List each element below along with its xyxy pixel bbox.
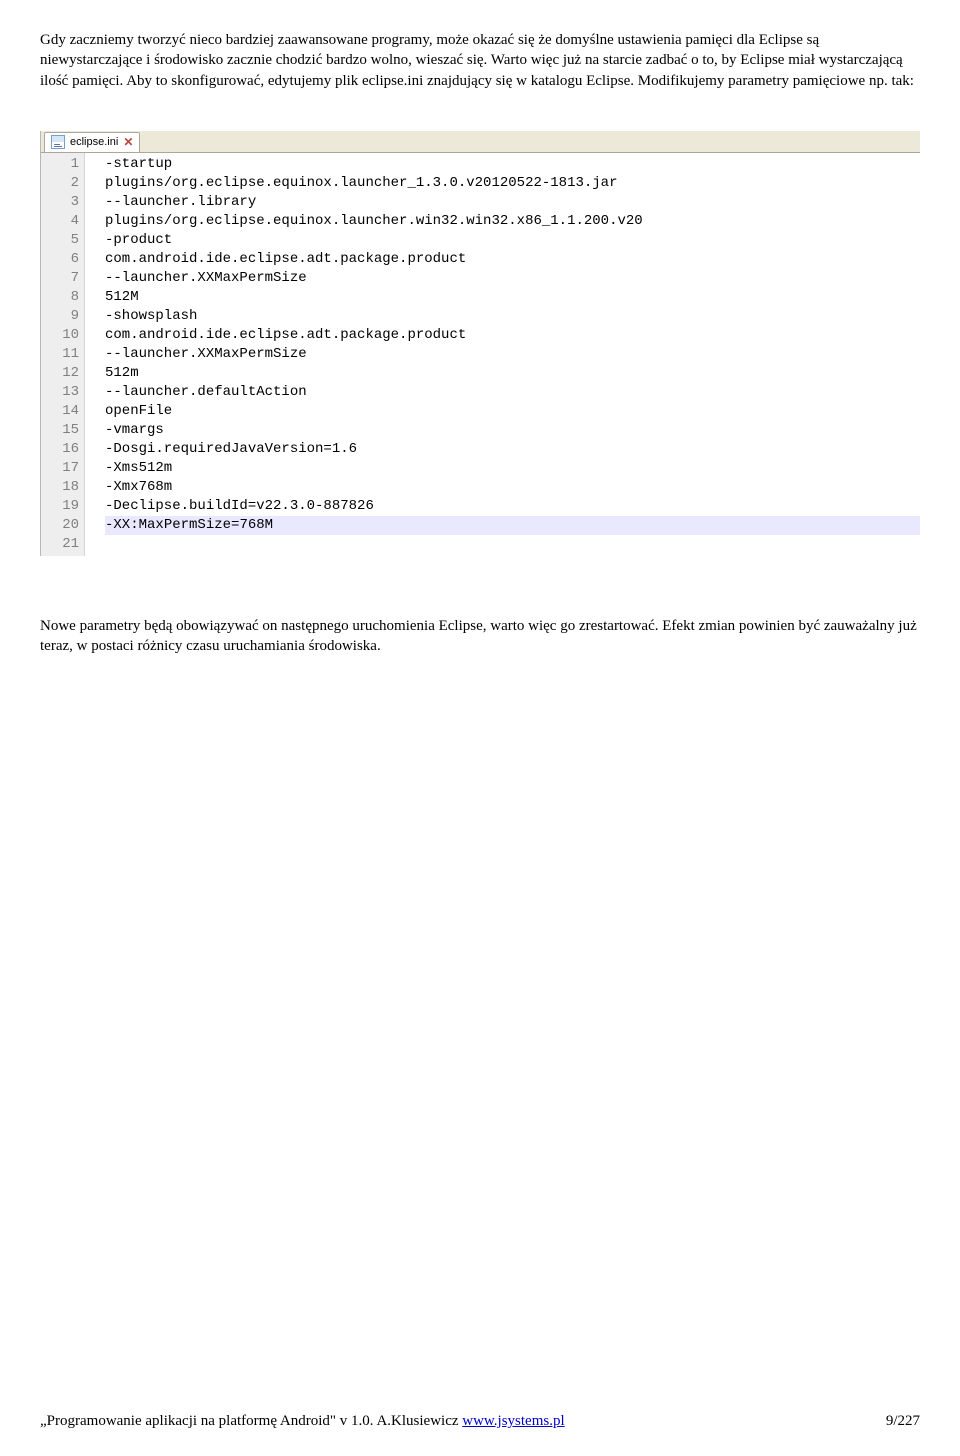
code-line: --launcher.XXMaxPermSize (105, 345, 920, 364)
code-line: 512m (105, 364, 920, 383)
page-number: 9/227 (886, 1413, 920, 1430)
editor-area: 123456789101112131415161718192021 -start… (41, 153, 920, 556)
code-line: --launcher.defaultAction (105, 383, 920, 402)
code-content[interactable]: -startupplugins/org.eclipse.equinox.laun… (85, 153, 920, 556)
code-line (105, 535, 920, 554)
footer-text: „Programowanie aplikacji na platformę An… (40, 1413, 565, 1430)
code-line: --launcher.XXMaxPermSize (105, 269, 920, 288)
code-line: 512M (105, 288, 920, 307)
code-line: -startup (105, 155, 920, 174)
line-number: 5 (57, 231, 79, 250)
line-number: 12 (57, 364, 79, 383)
line-number: 6 (57, 250, 79, 269)
file-icon (51, 135, 65, 149)
line-number: 20 (57, 516, 79, 535)
code-line: -vmargs (105, 421, 920, 440)
footer-link[interactable]: www.jsystems.pl (462, 1413, 564, 1429)
line-number: 17 (57, 459, 79, 478)
line-number: 14 (57, 402, 79, 421)
code-line: plugins/org.eclipse.equinox.launcher_1.3… (105, 174, 920, 193)
line-number-gutter: 123456789101112131415161718192021 (41, 153, 85, 556)
line-number: 1 (57, 155, 79, 174)
line-number: 11 (57, 345, 79, 364)
line-number: 18 (57, 478, 79, 497)
line-number: 15 (57, 421, 79, 440)
line-number: 9 (57, 307, 79, 326)
code-line: -Dosgi.requiredJavaVersion=1.6 (105, 440, 920, 459)
code-line: -product (105, 231, 920, 250)
line-number: 8 (57, 288, 79, 307)
code-line: openFile (105, 402, 920, 421)
editor-tab[interactable]: eclipse.ini ✕ (44, 132, 140, 152)
code-line: com.android.ide.eclipse.adt.package.prod… (105, 250, 920, 269)
line-number: 4 (57, 212, 79, 231)
line-number: 10 (57, 326, 79, 345)
code-line: plugins/org.eclipse.equinox.launcher.win… (105, 212, 920, 231)
code-line: com.android.ide.eclipse.adt.package.prod… (105, 326, 920, 345)
code-line: -Xmx768m (105, 478, 920, 497)
tab-label: eclipse.ini (70, 136, 118, 148)
code-line: --launcher.library (105, 193, 920, 212)
code-line: -showsplash (105, 307, 920, 326)
editor-tab-bar: eclipse.ini ✕ (41, 131, 920, 153)
code-line: -XX:MaxPermSize=768M (105, 516, 920, 535)
code-line: -Xms512m (105, 459, 920, 478)
intro-paragraph: Gdy zaczniemy tworzyć nieco bardziej zaa… (40, 30, 920, 91)
outro-paragraph: Nowe parametry będą obowiązywać on nastę… (40, 616, 920, 657)
line-number: 19 (57, 497, 79, 516)
line-number: 21 (57, 535, 79, 554)
line-number: 3 (57, 193, 79, 212)
line-number: 2 (57, 174, 79, 193)
line-number: 16 (57, 440, 79, 459)
close-icon[interactable]: ✕ (123, 136, 133, 148)
code-editor: eclipse.ini ✕ 12345678910111213141516171… (40, 131, 920, 556)
line-number: 7 (57, 269, 79, 288)
code-line: -Declipse.buildId=v22.3.0-887826 (105, 497, 920, 516)
line-number: 13 (57, 383, 79, 402)
page-footer: „Programowanie aplikacji na platformę An… (40, 1413, 920, 1430)
